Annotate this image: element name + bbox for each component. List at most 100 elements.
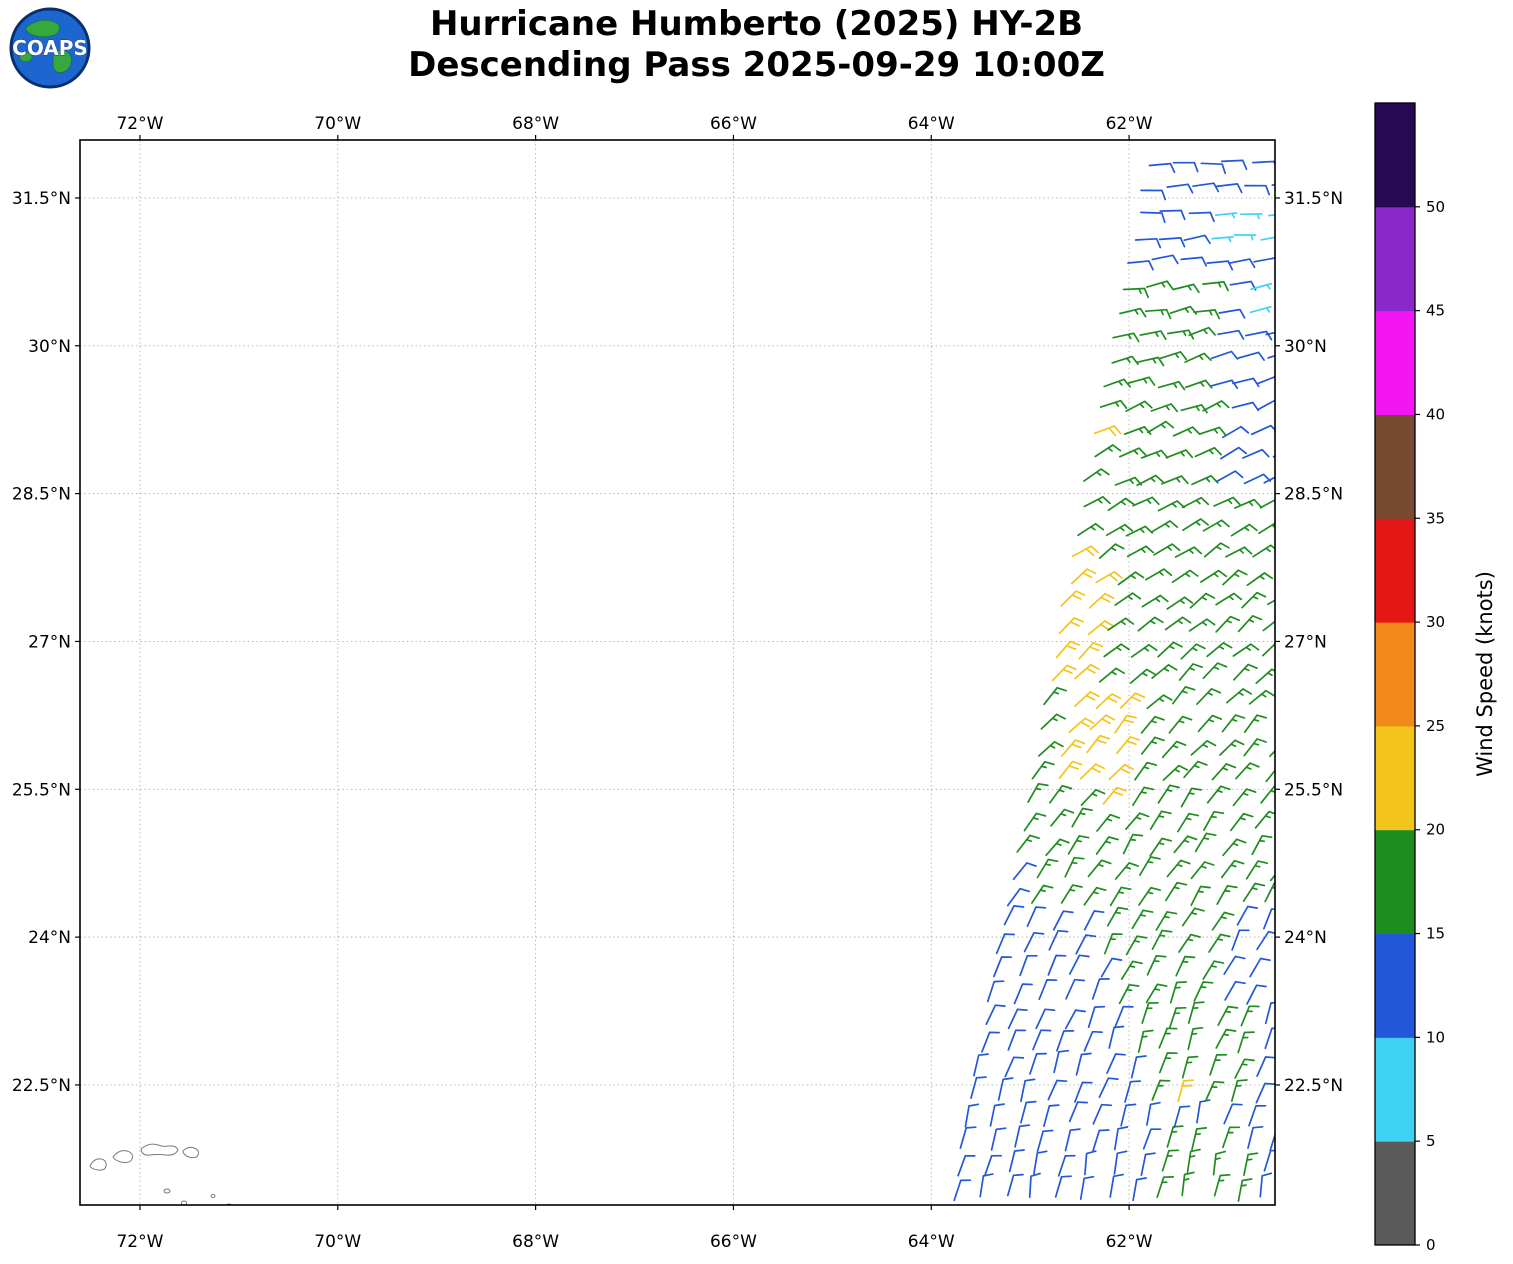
wind-barb [1208, 933, 1231, 953]
wind-barb [1172, 283, 1200, 294]
coaps-globe-icon: COAPS [9, 7, 91, 89]
colorbar-tick-label: 45 [1426, 302, 1445, 320]
wind-barb [1144, 308, 1172, 320]
wind-barb [1213, 496, 1241, 507]
wind-barb [1137, 1029, 1154, 1053]
lat-tick-label-right: 28.5°N [1284, 485, 1343, 505]
lat-tick-label-right: 24°N [1284, 928, 1327, 948]
wind-barb [1050, 808, 1075, 827]
wind-barb [1071, 545, 1100, 558]
wind-barb [1255, 1082, 1275, 1104]
wind-barb [1249, 957, 1271, 978]
wind-barb [1125, 812, 1150, 830]
wind-barb [1264, 1001, 1275, 1025]
wind-barb [1055, 640, 1080, 659]
wind-barb [1114, 592, 1142, 606]
wind-barb [1183, 234, 1211, 245]
wind-barb [1053, 1049, 1070, 1074]
wind-barb [1194, 446, 1223, 458]
wind-barb [1232, 643, 1260, 657]
wind-barb [1230, 1079, 1248, 1102]
wind-barb [1079, 763, 1106, 780]
wind-barb [1242, 448, 1270, 459]
wind-barb [1197, 714, 1223, 733]
wind-barb [1190, 861, 1215, 880]
wind-barb [1225, 546, 1253, 558]
wind-barb [1206, 260, 1234, 271]
wind-barb [1255, 668, 1275, 685]
wind-barb [1006, 1173, 1024, 1197]
wind-barb [1083, 496, 1111, 508]
wind-barb [1091, 978, 1110, 1000]
wind-barb [1252, 160, 1275, 167]
wind-barb [1234, 498, 1262, 509]
wind-barb [1088, 592, 1115, 609]
wind-barb [1106, 1053, 1126, 1075]
wind-barb [1245, 330, 1273, 341]
wind-barb [1226, 688, 1253, 704]
wind-barb [1217, 329, 1245, 340]
wind-barb [1078, 641, 1104, 660]
wind-barb [1180, 404, 1208, 414]
wind-barb [970, 1076, 987, 1099]
wind-barb [1060, 590, 1086, 607]
lat-tick-label-left: 24°N [28, 928, 71, 948]
wind-barb [1190, 885, 1211, 907]
wind-barb [1186, 1148, 1201, 1174]
wind-barb [1008, 1149, 1025, 1173]
wind-barb [964, 1103, 980, 1128]
wind-barb [1132, 496, 1160, 507]
wind-barb [1098, 667, 1126, 683]
wind-barb [1075, 934, 1097, 955]
wind-barb [1217, 1005, 1239, 1026]
wind-barb [1116, 736, 1141, 755]
wind-barb [1094, 444, 1122, 458]
wind-barb [1140, 1152, 1156, 1176]
wind-barb [1230, 812, 1254, 832]
wind-barb [1187, 1026, 1204, 1051]
wind-barb [1196, 1099, 1211, 1124]
wind-barb [1079, 1175, 1095, 1200]
wind-barb [1151, 664, 1178, 679]
plot-frame-layer [79, 139, 1276, 1206]
wind-barb [1119, 307, 1147, 318]
wind-barb [1272, 454, 1275, 458]
wind-barb [1004, 1056, 1025, 1078]
wind-barb [1269, 749, 1275, 758]
wind-barb [1159, 351, 1188, 361]
wind-barb [1181, 1055, 1199, 1079]
lat-tick-label-right: 25.5°N [1284, 780, 1343, 800]
wind-barb [1258, 522, 1275, 535]
wind-barb [1159, 209, 1186, 221]
wind-barb [1140, 715, 1165, 734]
wind-barb [1140, 189, 1167, 201]
wind-barb [1074, 663, 1100, 680]
wind-barb [1202, 519, 1230, 532]
wind-barb [1139, 856, 1161, 876]
lon-tick-label-bottom: 68°W [512, 1232, 559, 1252]
wind-barb [1267, 354, 1275, 359]
wind-barb [1203, 542, 1230, 558]
wind-barb [1070, 568, 1097, 585]
wind-barb [1114, 476, 1143, 486]
wind-barb [1153, 543, 1181, 556]
wind-barb [1202, 281, 1229, 292]
wind-barb [1045, 838, 1070, 857]
wind-barb [1246, 572, 1274, 587]
wind-barb [1118, 983, 1140, 1005]
wind-barb [1058, 617, 1084, 635]
wind-barb [1105, 523, 1134, 537]
wind-barbs-layer [953, 159, 1275, 1202]
colorbar-tick-label: 5 [1426, 1132, 1436, 1150]
wind-barb [1214, 212, 1238, 219]
wind-barb [1173, 1105, 1191, 1129]
wind-barb [1103, 643, 1130, 658]
lon-tick-label-bottom: 70°W [314, 1232, 361, 1252]
wind-barb [1165, 449, 1194, 459]
wind-barb [1122, 833, 1144, 855]
wind-barb [1161, 740, 1187, 759]
wind-barb [1098, 543, 1125, 559]
wind-barb [1146, 280, 1174, 290]
wind-barb [1187, 1001, 1205, 1024]
